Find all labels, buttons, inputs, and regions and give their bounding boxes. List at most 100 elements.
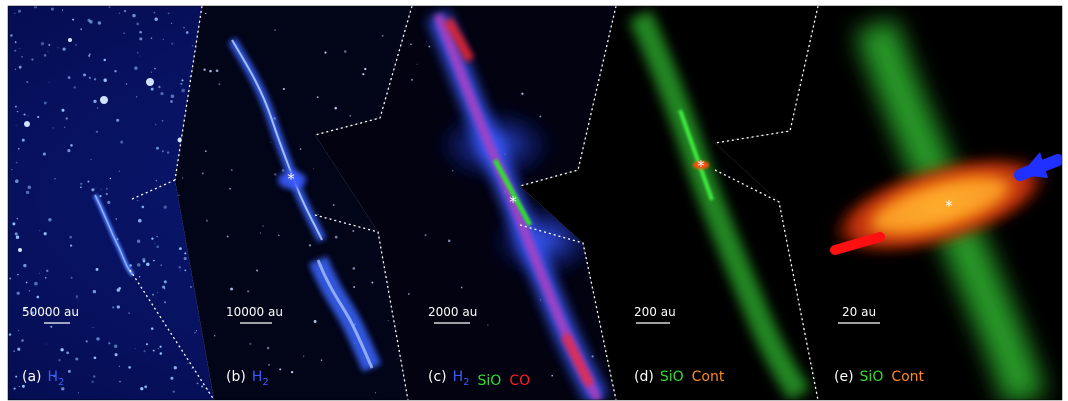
star	[114, 70, 117, 73]
star	[171, 22, 173, 24]
scalebar-label-e: 20 au	[842, 305, 876, 319]
panel-letter-c: (c)	[428, 369, 447, 385]
source-marker-d: *	[697, 157, 705, 175]
star	[47, 51, 49, 53]
star	[96, 107, 99, 109]
star	[332, 203, 335, 207]
panel-caption-a: (a) H2	[22, 369, 64, 388]
star	[120, 140, 124, 144]
star	[128, 366, 131, 369]
star	[118, 365, 121, 368]
star	[17, 273, 19, 276]
star	[416, 63, 418, 65]
star	[171, 42, 174, 45]
star	[109, 177, 112, 180]
source-marker-e: *	[945, 197, 953, 215]
scalebar-label-b: 10000 au	[226, 305, 283, 319]
star	[195, 330, 198, 332]
star	[191, 44, 194, 47]
tracer-label-c-0: H	[453, 369, 464, 385]
star	[136, 263, 141, 267]
star	[179, 247, 182, 250]
star	[521, 92, 524, 95]
star	[349, 114, 352, 117]
star	[178, 266, 182, 269]
star	[381, 34, 384, 37]
star	[43, 101, 47, 105]
star	[66, 351, 69, 355]
star	[93, 78, 97, 81]
star	[115, 218, 118, 220]
star	[364, 67, 367, 71]
star	[69, 244, 73, 247]
panel-letter-d: (d)	[634, 369, 654, 385]
star	[179, 270, 181, 272]
star	[13, 387, 16, 390]
star	[24, 306, 27, 310]
tracer-label-a-0: H	[48, 369, 59, 385]
star	[163, 280, 167, 284]
star	[274, 173, 277, 176]
star	[48, 43, 51, 46]
star	[170, 94, 175, 99]
star	[61, 387, 65, 391]
star	[184, 269, 187, 272]
star	[105, 192, 108, 196]
tracer-label-b-0: H	[252, 369, 263, 385]
star	[118, 286, 122, 290]
star	[31, 311, 34, 314]
tracer-label-d-1: Cont	[692, 369, 725, 385]
star	[181, 88, 185, 93]
star	[21, 138, 25, 142]
star	[19, 48, 21, 50]
star	[290, 370, 294, 374]
tracer-subscript-b-0: 2	[262, 377, 268, 388]
star	[10, 34, 13, 37]
star	[150, 37, 153, 39]
star	[80, 28, 83, 31]
star	[85, 340, 88, 343]
star	[144, 385, 148, 389]
tracer-subscript-c-0: 2	[463, 377, 469, 388]
panel-caption-d: (d) SiO Cont	[634, 369, 725, 385]
star	[164, 301, 166, 304]
star	[88, 76, 91, 79]
star	[282, 87, 285, 91]
star	[97, 21, 102, 25]
star	[100, 188, 102, 190]
star	[14, 41, 17, 43]
star	[30, 379, 33, 382]
star	[62, 47, 66, 51]
star	[191, 367, 193, 369]
star	[103, 58, 106, 62]
star	[162, 38, 164, 40]
star	[266, 346, 270, 350]
star	[123, 9, 127, 13]
star	[43, 54, 47, 57]
star	[187, 363, 189, 365]
star	[15, 161, 18, 164]
star	[69, 235, 73, 239]
star	[96, 337, 100, 341]
star	[411, 78, 414, 81]
star	[103, 78, 107, 83]
star	[60, 348, 64, 352]
star	[156, 236, 158, 238]
star	[95, 130, 99, 133]
tracer-label-e-1: Cont	[891, 369, 924, 385]
bright-star	[100, 96, 108, 104]
star	[27, 115, 29, 117]
star	[93, 99, 97, 104]
star	[75, 44, 77, 46]
star	[362, 73, 365, 76]
bright-star	[146, 78, 154, 86]
star	[40, 42, 45, 46]
star	[153, 11, 156, 14]
star	[205, 219, 208, 222]
tracer-label-d-0: SiO	[660, 369, 684, 385]
star	[426, 41, 427, 42]
star	[151, 237, 154, 240]
star	[87, 180, 90, 183]
star	[67, 369, 71, 373]
star	[28, 289, 31, 292]
